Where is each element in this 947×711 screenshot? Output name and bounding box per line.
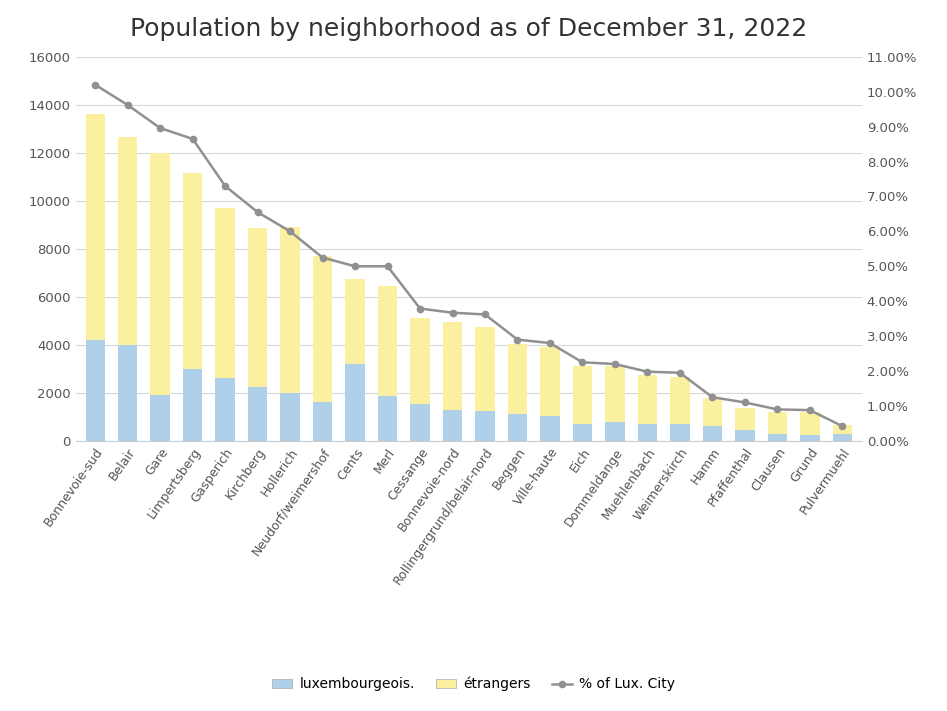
Bar (346, 279, 365, 364)
Bar (508, 415, 527, 441)
% of Lux. City (415, 304, 426, 313)
% of Lux. City (772, 405, 783, 414)
Bar (183, 369, 203, 441)
Bar (248, 228, 267, 387)
Bar (85, 114, 105, 340)
Bar (605, 366, 625, 422)
Bar (313, 256, 332, 402)
% of Lux. City (154, 124, 166, 132)
Bar (573, 424, 592, 441)
Title: Population by neighborhood as of December 31, 2022: Population by neighborhood as of Decembe… (130, 17, 808, 41)
Bar (118, 345, 137, 441)
Bar (540, 416, 560, 441)
Bar (508, 343, 527, 415)
Bar (215, 208, 235, 378)
% of Lux. City (90, 80, 101, 89)
Bar (703, 427, 723, 441)
Bar (410, 319, 430, 404)
Bar (443, 322, 462, 410)
% of Lux. City (349, 262, 361, 271)
% of Lux. City (609, 360, 620, 368)
% of Lux. City (706, 393, 718, 402)
Bar (475, 411, 494, 441)
Bar (832, 425, 852, 434)
% of Lux. City (447, 309, 458, 317)
Bar (735, 408, 755, 430)
Bar (443, 410, 462, 441)
Bar (410, 404, 430, 441)
% of Lux. City (220, 182, 231, 191)
% of Lux. City (545, 339, 556, 348)
Bar (768, 412, 787, 434)
% of Lux. City (804, 406, 815, 415)
Legend: luxembourgeois., étrangers, % of Lux. City: luxembourgeois., étrangers, % of Lux. Ci… (266, 671, 681, 697)
% of Lux. City (187, 134, 198, 143)
Bar (573, 366, 592, 424)
% of Lux. City (252, 208, 263, 216)
Bar (735, 430, 755, 441)
Bar (346, 364, 365, 441)
% of Lux. City (122, 101, 134, 109)
Bar (378, 286, 398, 397)
Bar (703, 397, 723, 427)
Bar (605, 422, 625, 441)
% of Lux. City (674, 368, 686, 377)
Bar (475, 327, 494, 411)
% of Lux. City (511, 336, 523, 344)
% of Lux. City (836, 422, 848, 430)
% of Lux. City (479, 310, 491, 319)
Bar (637, 424, 657, 441)
Bar (670, 424, 689, 441)
Bar (832, 434, 852, 441)
Bar (85, 340, 105, 441)
Bar (768, 434, 787, 441)
Bar (151, 395, 170, 441)
Bar (800, 435, 819, 441)
Bar (540, 347, 560, 416)
Bar (637, 375, 657, 424)
Bar (280, 228, 300, 392)
% of Lux. City (577, 358, 588, 367)
% of Lux. City (284, 227, 295, 235)
Bar (280, 392, 300, 441)
Bar (183, 173, 203, 369)
% of Lux. City (740, 398, 751, 407)
% of Lux. City (382, 262, 393, 271)
Bar (378, 397, 398, 441)
% of Lux. City (317, 253, 329, 262)
Bar (248, 387, 267, 441)
Bar (313, 402, 332, 441)
Bar (800, 412, 819, 435)
Bar (215, 378, 235, 441)
% of Lux. City (642, 368, 653, 376)
Line: % of Lux. City: % of Lux. City (92, 82, 846, 429)
Bar (151, 153, 170, 395)
Bar (118, 137, 137, 345)
Bar (670, 378, 689, 424)
